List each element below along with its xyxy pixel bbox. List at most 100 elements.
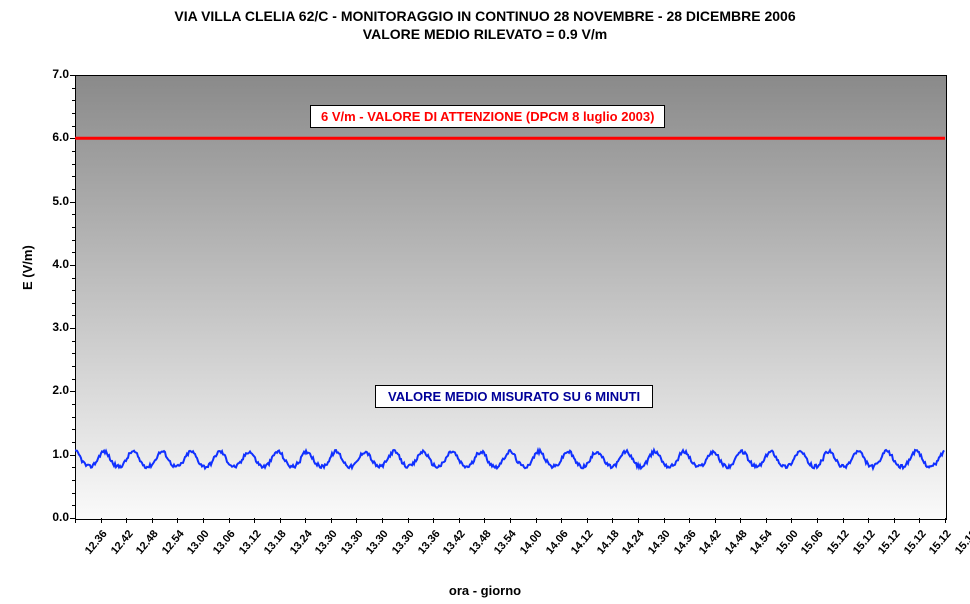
y-tick-mark [70, 265, 75, 266]
x-tick-mark [101, 518, 102, 523]
plot-area: 6 V/m - VALORE DI ATTENZIONE (DPCM 8 lug… [75, 75, 945, 518]
x-tick-label: 14.24 [620, 528, 647, 557]
y-minor-tick [72, 379, 75, 380]
x-tick-mark [382, 518, 383, 523]
x-tick-mark [126, 518, 127, 523]
x-tick-label: 14.30 [646, 528, 673, 557]
x-tick-mark [689, 518, 690, 523]
y-tick-label: 6.0 [35, 130, 69, 144]
x-tick-mark [817, 518, 818, 523]
x-tick-mark [612, 518, 613, 523]
y-minor-tick [72, 341, 75, 342]
x-tick-mark [843, 518, 844, 523]
x-tick-label: 15.12 [850, 528, 877, 557]
x-tick-label: 13.48 [467, 528, 494, 557]
y-tick-mark [70, 138, 75, 139]
x-tick-mark [536, 518, 537, 523]
y-axis-label: E (V/m) [20, 245, 35, 290]
y-minor-tick [72, 417, 75, 418]
y-tick-label: 2.0 [35, 383, 69, 397]
y-minor-tick [72, 189, 75, 190]
x-tick-mark [459, 518, 460, 523]
y-minor-tick [72, 505, 75, 506]
x-tick-label: 14.06 [543, 528, 570, 557]
x-tick-label: 15.12 [927, 528, 954, 557]
y-minor-tick [72, 442, 75, 443]
x-tick-label: 14.36 [671, 528, 698, 557]
x-tick-label: 13.30 [364, 528, 391, 557]
measured-annotation: VALORE MEDIO MISURATO SU 6 MINUTI [375, 385, 653, 408]
y-minor-tick [72, 303, 75, 304]
x-tick-label: 14.54 [748, 528, 775, 557]
y-tick-label: 0.0 [35, 510, 69, 524]
y-minor-tick [72, 214, 75, 215]
y-tick-label: 4.0 [35, 257, 69, 271]
y-tick-mark [70, 391, 75, 392]
y-tick-mark [70, 455, 75, 456]
x-tick-mark [331, 518, 332, 523]
x-tick-label: 15.12 [902, 528, 929, 557]
attention-text: 6 V/m - VALORE DI ATTENZIONE (DPCM 8 lug… [321, 109, 654, 124]
x-tick-mark [715, 518, 716, 523]
x-tick-label: 15.06 [799, 528, 826, 557]
x-tick-label: 13.24 [288, 528, 315, 557]
y-minor-tick [72, 100, 75, 101]
x-tick-mark [510, 518, 511, 523]
x-tick-mark [561, 518, 562, 523]
y-minor-tick [72, 278, 75, 279]
y-minor-tick [72, 252, 75, 253]
data-series [75, 75, 945, 518]
x-tick-mark [254, 518, 255, 523]
y-minor-tick [72, 290, 75, 291]
x-tick-label: 13.54 [492, 528, 519, 557]
x-tick-mark [638, 518, 639, 523]
attention-annotation: 6 V/m - VALORE DI ATTENZIONE (DPCM 8 lug… [310, 105, 665, 128]
x-axis-label: ora - giorno [0, 583, 970, 598]
y-minor-tick [72, 480, 75, 481]
x-tick-mark [484, 518, 485, 523]
y-minor-tick [72, 88, 75, 89]
y-tick-mark [70, 328, 75, 329]
x-tick-mark [766, 518, 767, 523]
x-tick-mark [740, 518, 741, 523]
x-tick-mark [305, 518, 306, 523]
x-tick-mark [203, 518, 204, 523]
y-minor-tick [72, 315, 75, 316]
y-minor-tick [72, 493, 75, 494]
x-tick-label: 14.00 [518, 528, 545, 557]
chart-title-line2: VALORE MEDIO RILEVATO = 0.9 V/m [0, 26, 970, 42]
x-tick-label: 13.36 [415, 528, 442, 557]
y-minor-tick [72, 164, 75, 165]
x-tick-mark [229, 518, 230, 523]
x-tick-mark [664, 518, 665, 523]
x-tick-label: 14.18 [595, 528, 622, 557]
x-tick-label: 13.30 [390, 528, 417, 557]
x-tick-label: 15.00 [774, 528, 801, 557]
y-minor-tick [72, 366, 75, 367]
y-tick-label: 1.0 [35, 447, 69, 461]
x-tick-mark [587, 518, 588, 523]
x-tick-mark [408, 518, 409, 523]
x-tick-label: 12.54 [160, 528, 187, 557]
x-tick-label: 14.12 [569, 528, 596, 557]
y-tick-label: 7.0 [35, 67, 69, 81]
y-tick-mark [70, 202, 75, 203]
y-minor-tick [72, 126, 75, 127]
x-tick-mark [433, 518, 434, 523]
x-tick-label: 13.18 [262, 528, 289, 557]
y-minor-tick [72, 113, 75, 114]
y-minor-tick [72, 227, 75, 228]
x-tick-mark [919, 518, 920, 523]
x-tick-mark [152, 518, 153, 523]
y-minor-tick [72, 404, 75, 405]
x-tick-label: 15.12 [876, 528, 903, 557]
y-minor-tick [72, 429, 75, 430]
x-tick-mark [791, 518, 792, 523]
x-tick-mark [280, 518, 281, 523]
x-tick-label: 13.42 [441, 528, 468, 557]
x-tick-label: 14.48 [723, 528, 750, 557]
y-minor-tick [72, 151, 75, 152]
y-tick-label: 3.0 [35, 320, 69, 334]
x-tick-mark [177, 518, 178, 523]
x-tick-label: 12.36 [83, 528, 110, 557]
